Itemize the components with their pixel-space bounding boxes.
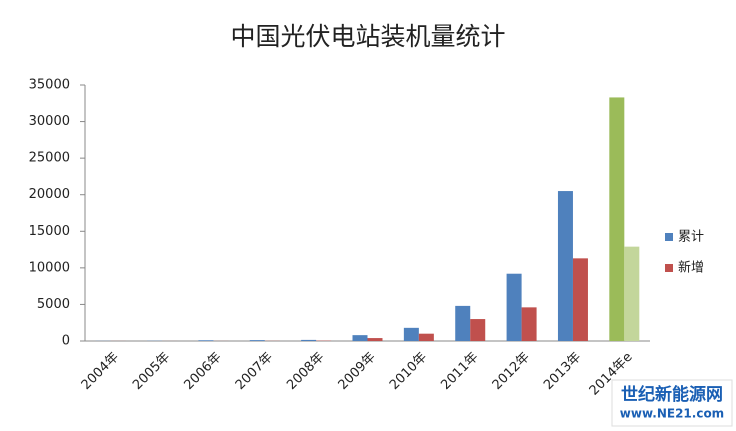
bar: [198, 340, 214, 341]
bar: [418, 333, 434, 341]
x-tick-label: 2013年: [541, 350, 584, 393]
x-tick-label: 2004年: [79, 350, 122, 393]
x-tick-label: 2009年: [336, 350, 379, 393]
bar: [301, 339, 317, 341]
y-tick-label: 35000: [29, 78, 70, 93]
watermark-box: [611, 379, 733, 427]
y-tick-label: 10000: [29, 260, 70, 275]
bar: [470, 319, 486, 341]
bar: [367, 338, 383, 341]
y-tick-label: 5000: [37, 297, 70, 312]
bar: [403, 327, 419, 341]
watermark-name: 世纪新能源网: [621, 384, 723, 405]
x-tick-label: 2008年: [284, 350, 327, 393]
bar: [572, 258, 588, 341]
legend-swatch: [665, 233, 673, 241]
y-tick-label: 0: [62, 334, 70, 349]
x-tick-label: 2010年: [387, 350, 430, 393]
x-tick-label: 2012年: [490, 350, 533, 393]
bar: [352, 335, 368, 341]
legend-swatch: [665, 264, 673, 272]
legend-label: 新增: [678, 260, 704, 276]
bar: [624, 246, 640, 341]
x-tick-label: 2007年: [233, 350, 276, 393]
y-tick-label: 15000: [29, 224, 70, 239]
bar: [521, 307, 537, 341]
bar: [455, 305, 471, 341]
bar: [557, 191, 573, 341]
legend-label: 累计: [678, 230, 704, 245]
bar: [249, 340, 265, 341]
x-tick-label: 2005年: [130, 350, 173, 393]
x-tick-label: 2006年: [182, 350, 225, 393]
y-tick-label: 25000: [29, 151, 70, 166]
bar: [506, 273, 522, 341]
x-tick-label: 2011年: [438, 350, 481, 393]
bar: [609, 97, 625, 341]
y-tick-label: 20000: [29, 187, 70, 202]
y-tick-label: 30000: [29, 114, 70, 129]
watermark-url: www.NE21.com: [620, 407, 724, 421]
chart-title: 中国光伏电站装机量统计: [230, 22, 505, 51]
watermark: 世纪新能源网 www.NE21.com: [611, 379, 733, 427]
